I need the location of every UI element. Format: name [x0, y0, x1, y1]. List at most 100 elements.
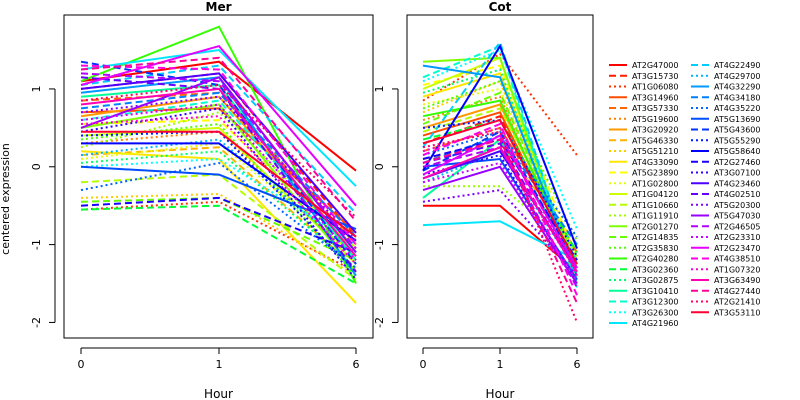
series-line: [422, 119, 578, 257]
legend-label: AT1G07320: [714, 265, 760, 274]
series-line: [80, 64, 357, 246]
legend-label: AT2G14835: [632, 233, 678, 242]
x-tick-label: 1: [497, 358, 504, 371]
series-line: [81, 142, 357, 242]
series-line: [80, 103, 357, 261]
legend-label: AT3G53110: [714, 308, 760, 317]
legend-label: AT3G57330: [632, 104, 678, 113]
series-line: [80, 142, 357, 258]
series-line: [80, 150, 357, 269]
series-line: [80, 115, 357, 265]
y-tick-label: -2: [30, 317, 43, 328]
legend-label: AT4G34180: [714, 93, 760, 102]
panel-title: Cot: [489, 0, 512, 14]
legend-label: AT1G04120: [632, 190, 678, 199]
legend-label: AT2G23310: [714, 233, 760, 242]
legend-label: AT2G27460: [714, 158, 760, 167]
x-tick-label: 6: [353, 358, 360, 371]
legend-label: AT5G20300: [714, 201, 760, 210]
legend-label: AT4G02510: [714, 190, 760, 199]
legend-label: AT5G58640: [714, 147, 760, 156]
legend-label: AT5G47030: [714, 212, 760, 221]
series-line: [80, 76, 357, 254]
plot-frame: [406, 14, 594, 339]
panel-title: Mer: [206, 0, 232, 14]
legend-label: AT1G06080: [632, 83, 678, 92]
legend-label: AT4G27440: [714, 287, 760, 296]
series-line: [80, 91, 357, 238]
legend-label: AT2G47000: [632, 61, 678, 70]
series-line: [80, 56, 357, 222]
legend-label: AT4G22490: [714, 61, 760, 70]
series-line: [80, 138, 357, 258]
legend-label: AT3G15730: [632, 72, 678, 81]
series-line: [422, 189, 578, 277]
series-line: [80, 196, 357, 254]
legend-label: AT4G35220: [714, 104, 760, 113]
series-line: [80, 146, 357, 269]
legend-label: AT3G26300: [632, 308, 678, 317]
series-line: [422, 79, 578, 242]
legend-label: AT2G46505: [714, 222, 760, 231]
legend-label: AT4G23460: [714, 179, 760, 188]
series-line: [80, 87, 357, 257]
series-line: [80, 60, 357, 265]
series-line: [422, 122, 578, 296]
series-line: [422, 43, 578, 249]
series-line: [80, 83, 357, 219]
series-line: [81, 130, 357, 238]
panel-cot: Cot 0 1 6 Hour -2 -1 0 1: [373, 0, 594, 400]
series-line: [422, 68, 578, 280]
legend-label: AT2G23470: [714, 244, 760, 253]
legend-label: AT4G21960: [632, 319, 678, 328]
y-tick-label: 0: [30, 163, 43, 170]
x-tick-label: 6: [574, 358, 581, 371]
x-tick-label: 0: [420, 358, 427, 371]
y-tick-label: -2: [373, 317, 386, 328]
legend-label: AT3G07100: [714, 169, 760, 178]
legend-label: AT4G29700: [714, 72, 760, 81]
legend-label: AT4G38510: [714, 255, 760, 264]
legend-label: AT3G02875: [632, 276, 678, 285]
series-line: [80, 119, 357, 250]
series-line: [422, 40, 578, 284]
series-line: [80, 64, 357, 215]
plot-frame: [63, 14, 374, 339]
legend-label: AT1G10660: [632, 201, 678, 210]
legend-label: AT4G33090: [632, 158, 678, 167]
legend-label: AT5G13690: [714, 115, 760, 124]
series-line: [80, 60, 357, 172]
series-line: [80, 204, 357, 285]
legend-label: AT4G32290: [714, 83, 760, 92]
series-line: [80, 107, 357, 281]
series-line: [80, 72, 357, 234]
legend-label: AT5G55290: [714, 136, 760, 145]
series-line: [422, 130, 578, 238]
legend-label: AT3G20920: [632, 126, 678, 135]
series-line: [422, 130, 578, 265]
legend-label: AT3G02360: [632, 265, 678, 274]
legend-label: AT5G46330: [632, 136, 678, 145]
series-line: [422, 161, 578, 281]
series-line: [80, 200, 357, 273]
legend-label: AT5G19600: [632, 115, 678, 124]
legend-label: AT1G11910: [632, 212, 678, 221]
series-line: [422, 130, 578, 323]
legend-label: AT2G40280: [632, 255, 678, 264]
legend-label: AT2G21410: [714, 298, 760, 307]
series-line: [80, 157, 357, 246]
y-tick-label: 0: [373, 163, 386, 170]
legend-label: AT1G02800: [632, 179, 678, 188]
series-line: [80, 44, 357, 207]
panel-mer: Mer 0 1 6 Hour -2 -1 0 1: [30, 0, 374, 400]
x-axis-label: Hour: [204, 387, 233, 400]
series-line: [422, 165, 578, 285]
series-line: [80, 126, 357, 265]
series-line: [422, 138, 578, 304]
series-line: [422, 91, 578, 265]
x-axis-label: Hour: [486, 387, 515, 400]
legend-label: AT2G01270: [632, 222, 678, 231]
y-axis-label: centered expression: [0, 143, 12, 255]
series-line: [422, 126, 578, 277]
